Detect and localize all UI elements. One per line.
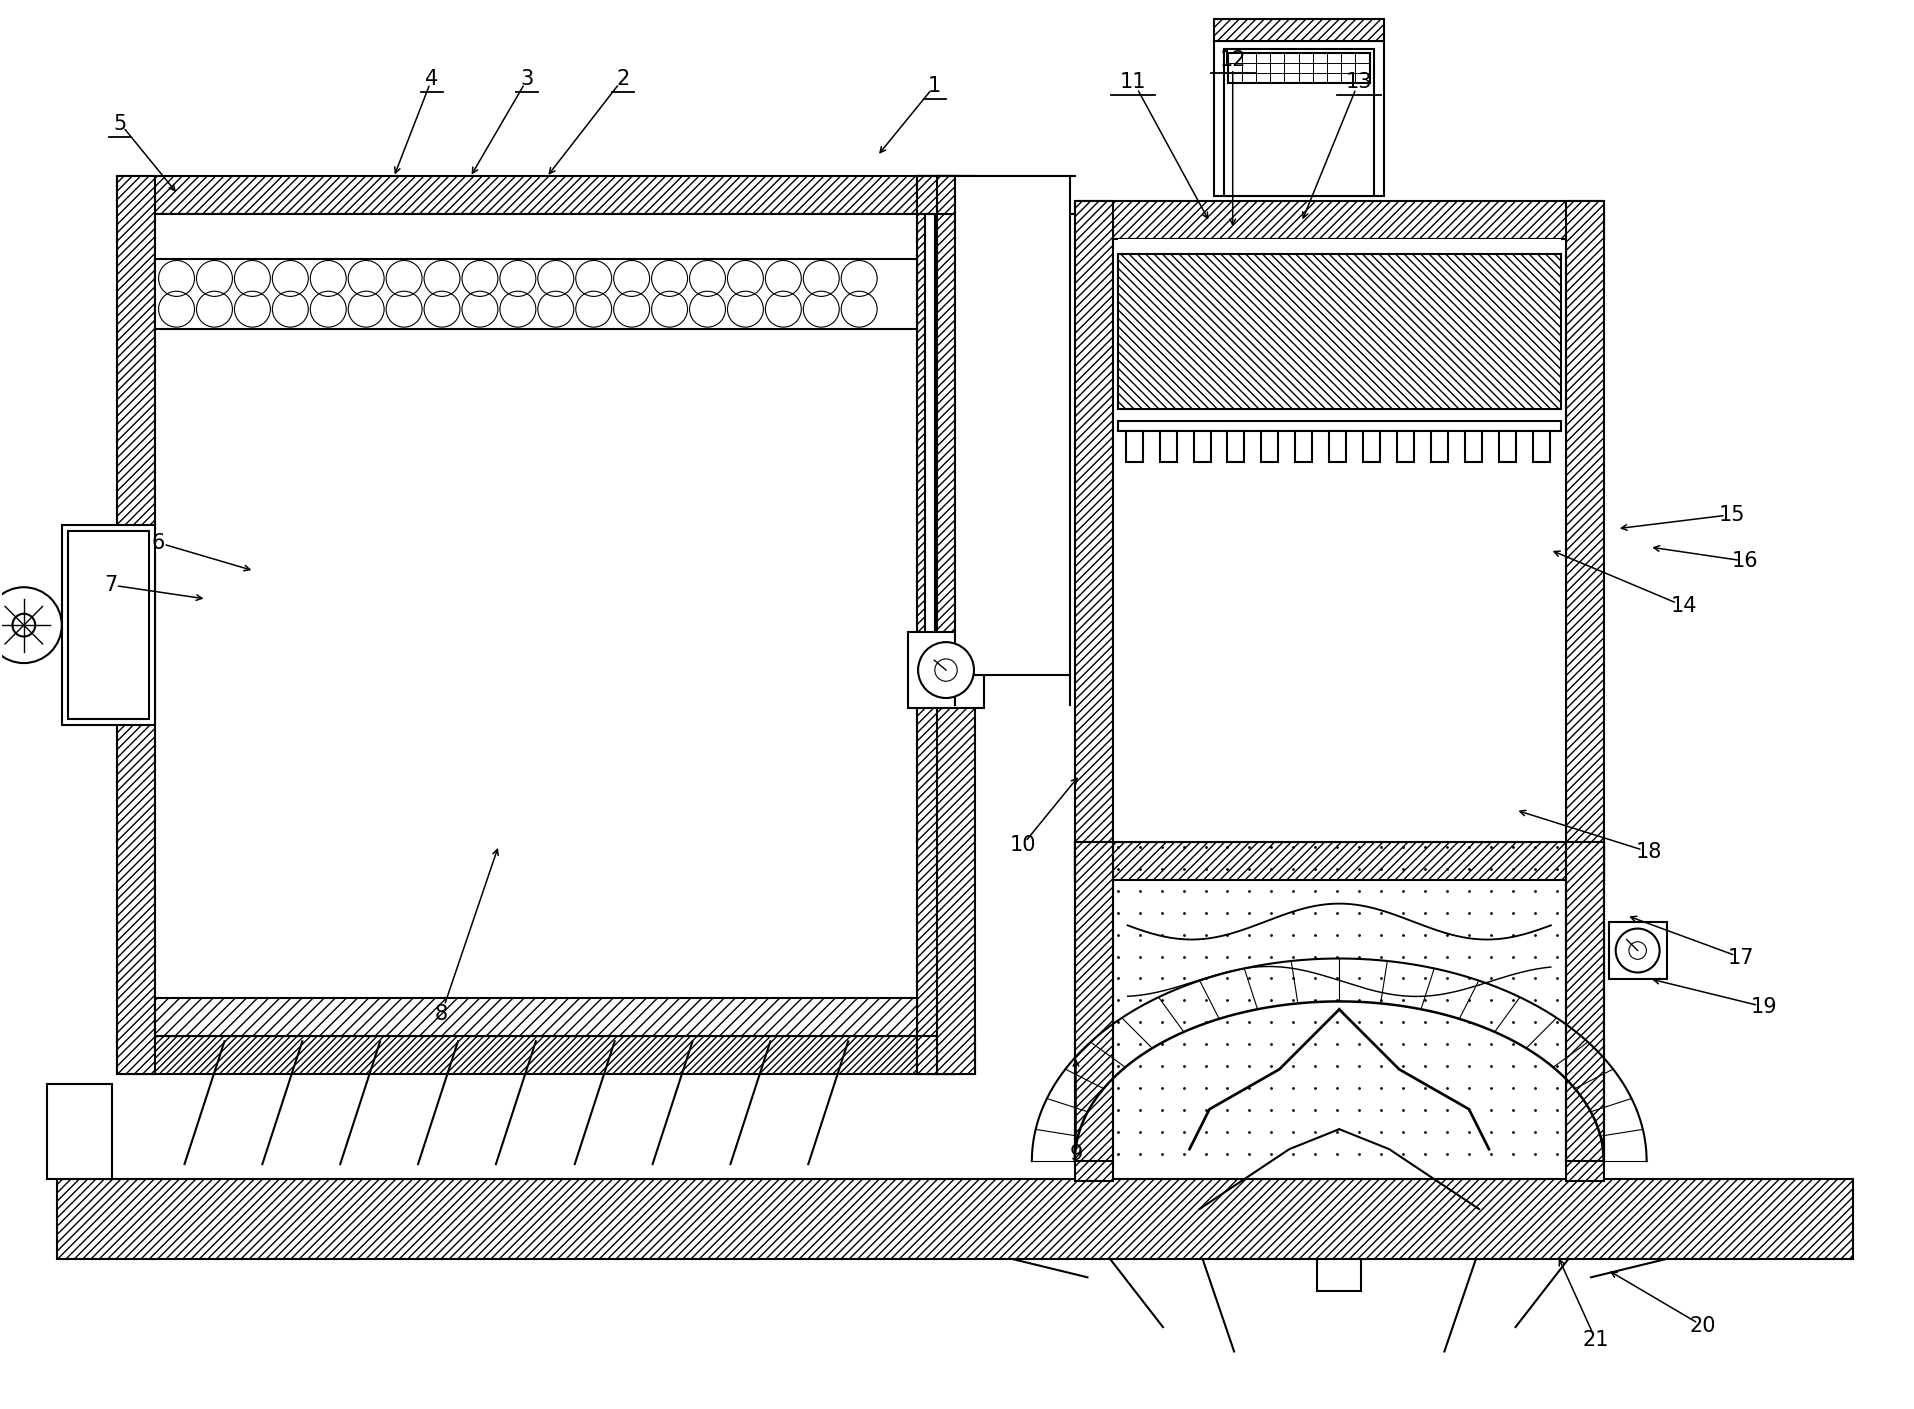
Bar xyxy=(67,531,149,719)
Text: 9: 9 xyxy=(1068,1144,1081,1164)
Bar xyxy=(1118,420,1560,431)
Text: 8: 8 xyxy=(434,1003,448,1024)
Bar xyxy=(1223,49,1374,196)
Bar xyxy=(1213,41,1384,196)
Bar xyxy=(155,999,917,1037)
Text: 7: 7 xyxy=(103,575,117,595)
Bar xyxy=(907,633,984,707)
Bar xyxy=(1118,240,1560,254)
Bar xyxy=(61,526,155,726)
Circle shape xyxy=(934,659,957,681)
Bar xyxy=(1499,431,1516,462)
Text: 21: 21 xyxy=(1581,1330,1608,1350)
Bar xyxy=(936,176,974,1074)
Text: 14: 14 xyxy=(1669,596,1696,616)
Text: 13: 13 xyxy=(1346,72,1372,92)
Bar xyxy=(1608,921,1665,979)
Text: 10: 10 xyxy=(1009,836,1035,855)
Text: 5: 5 xyxy=(113,114,126,134)
Bar xyxy=(1227,431,1244,462)
Circle shape xyxy=(917,643,974,697)
Bar xyxy=(1363,431,1380,462)
Bar xyxy=(1192,431,1210,462)
Bar xyxy=(1294,431,1311,462)
Text: 20: 20 xyxy=(1688,1316,1715,1336)
Bar xyxy=(117,176,155,1074)
Bar xyxy=(917,176,974,214)
Text: 12: 12 xyxy=(1219,51,1246,70)
Bar xyxy=(1074,201,1602,240)
Bar xyxy=(117,176,955,214)
Text: 18: 18 xyxy=(1635,843,1661,862)
Text: 3: 3 xyxy=(521,69,534,89)
Text: 1: 1 xyxy=(928,76,940,96)
Bar xyxy=(46,1085,111,1179)
Circle shape xyxy=(1615,929,1659,972)
Bar xyxy=(155,214,917,1037)
Bar xyxy=(1531,431,1548,462)
Bar xyxy=(1160,431,1175,462)
Bar xyxy=(1227,54,1370,83)
Bar xyxy=(1074,841,1112,1181)
Text: 4: 4 xyxy=(425,69,438,89)
Text: 2: 2 xyxy=(616,69,630,89)
Bar xyxy=(1430,431,1447,462)
Text: 17: 17 xyxy=(1726,948,1753,968)
Bar xyxy=(1112,240,1566,841)
Circle shape xyxy=(0,588,61,664)
Bar xyxy=(1317,1258,1361,1291)
Bar xyxy=(1566,201,1602,879)
Bar xyxy=(955,176,1070,675)
Bar xyxy=(1464,431,1481,462)
Bar xyxy=(1328,431,1346,462)
Circle shape xyxy=(1629,941,1646,960)
Circle shape xyxy=(13,614,34,637)
Text: 6: 6 xyxy=(151,533,165,552)
Text: 11: 11 xyxy=(1120,72,1146,92)
Bar xyxy=(1125,431,1143,462)
Bar xyxy=(917,1037,974,1074)
Bar xyxy=(1261,431,1279,462)
Text: 16: 16 xyxy=(1730,551,1757,571)
Bar xyxy=(117,1037,955,1074)
Text: 19: 19 xyxy=(1749,996,1776,1017)
Bar xyxy=(924,214,934,704)
Bar xyxy=(1566,841,1602,1181)
Bar xyxy=(1074,841,1602,879)
Bar xyxy=(1213,20,1384,41)
Bar xyxy=(57,1179,1853,1258)
Bar xyxy=(917,176,955,1074)
Bar xyxy=(1397,431,1413,462)
Bar xyxy=(1074,201,1112,879)
Bar xyxy=(1118,254,1560,409)
Text: 15: 15 xyxy=(1717,504,1744,524)
Bar xyxy=(155,259,917,328)
